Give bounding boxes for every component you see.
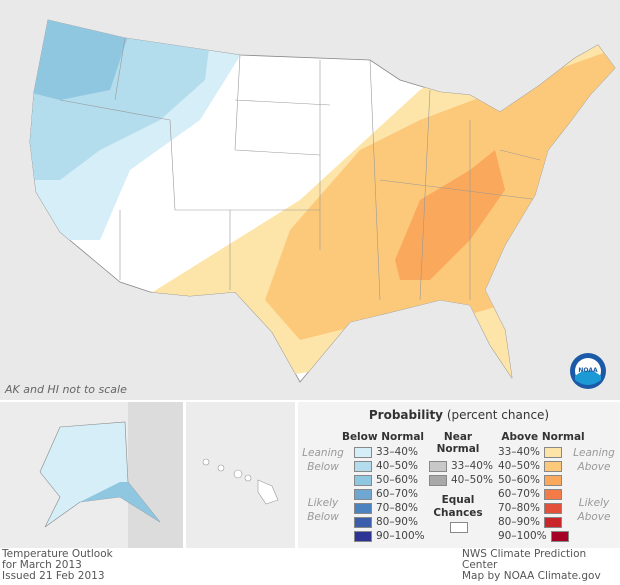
- below-legend-item: 70–80%: [354, 502, 418, 514]
- above-legend-item: 60–70%: [498, 488, 562, 500]
- leaning-below-label: Leaning Below: [302, 447, 344, 473]
- credit-cpc: NWS Climate Prediction Center: [462, 548, 587, 571]
- range-label: 60–70%: [498, 488, 540, 500]
- equal-chances-swatch: [450, 522, 468, 533]
- color-swatch: [543, 516, 562, 528]
- noaa-logo: NOAA: [570, 353, 606, 389]
- color-swatch: [354, 530, 372, 542]
- range-label: 40–50%: [376, 460, 418, 472]
- above-legend-item: 33–40%: [498, 446, 562, 458]
- range-label: 40–50%: [498, 460, 540, 472]
- leaning-above-label: Leaning Above: [573, 447, 615, 473]
- alaska-map: [39, 402, 183, 548]
- color-swatch: [354, 446, 372, 458]
- below-normal-header: Below Normal: [341, 431, 425, 443]
- conus-map-svg: NOAA: [29, 19, 616, 389]
- range-label: 80–90%: [376, 516, 418, 528]
- range-label: 33–40%: [376, 446, 418, 458]
- color-swatch: [543, 488, 562, 500]
- above-legend-item: 70–80%: [498, 502, 562, 514]
- legend: Probability (percent chance) Below Norma…: [298, 402, 620, 548]
- range-label: 60–70%: [376, 488, 418, 500]
- color-swatch: [543, 446, 562, 458]
- scale-note: AK and HI not to scale: [5, 383, 127, 396]
- svg-text:NOAA: NOAA: [578, 367, 598, 374]
- range-label: 33–40%: [451, 460, 493, 472]
- range-label: 90–100%: [498, 530, 547, 542]
- range-label: 70–80%: [376, 502, 418, 514]
- hawaii-inset: [186, 402, 295, 548]
- range-label: 70–80%: [498, 502, 540, 514]
- below-legend-item: 80–90%: [354, 516, 418, 528]
- credit-climate-gov: Map by NOAA Climate.gov: [462, 570, 601, 582]
- near-legend-item: 33–40%: [429, 460, 493, 472]
- range-label: 50–60%: [498, 474, 540, 486]
- above-legend-item: 90–100%: [498, 530, 569, 542]
- color-swatch: [543, 460, 562, 472]
- equal-chances-label: Equal Chances: [433, 494, 483, 519]
- hawaii-map: [202, 458, 279, 505]
- color-swatch: [429, 474, 447, 486]
- color-swatch: [543, 474, 562, 486]
- footer-left: Temperature Outlook for March 2013 Issue…: [2, 549, 113, 582]
- alaska-inset: [0, 402, 183, 548]
- near-normal-header: Near Normal: [436, 431, 480, 455]
- range-label: 33–40%: [498, 446, 540, 458]
- below-legend-item: 90–100%: [354, 530, 425, 542]
- range-label: 50–60%: [376, 474, 418, 486]
- color-swatch: [354, 460, 372, 472]
- below-legend-item: 60–70%: [354, 488, 418, 500]
- below-legend-item: 50–60%: [354, 474, 418, 486]
- color-swatch: [354, 502, 372, 514]
- color-swatch: [354, 488, 372, 500]
- likely-above-label: Likely Above: [577, 497, 611, 523]
- color-swatch: [354, 516, 372, 528]
- issue-date: Issued 21 Feb 2013: [2, 570, 105, 582]
- legend-title: Probability (percent chance): [368, 408, 550, 422]
- outlook-period: for March 2013: [2, 559, 82, 571]
- conus-map: NOAA AK and HI not to scale: [0, 0, 620, 400]
- below-legend-item: 40–50%: [354, 460, 418, 472]
- near-legend-item: 40–50%: [429, 474, 493, 486]
- color-swatch: [543, 502, 562, 514]
- color-swatch: [550, 530, 569, 542]
- color-swatch: [429, 460, 447, 472]
- below-legend-item: 33–40%: [354, 446, 418, 458]
- state-borders: [59, 37, 541, 301]
- range-label: 40–50%: [451, 474, 493, 486]
- range-label: 90–100%: [376, 530, 425, 542]
- above-legend-item: 40–50%: [498, 460, 562, 472]
- above-legend-item: 80–90%: [498, 516, 562, 528]
- range-label: 80–90%: [498, 516, 540, 528]
- footer-right: NWS Climate Prediction Center Map by NOA…: [462, 549, 620, 582]
- outlook-title: Temperature Outlook: [2, 548, 113, 560]
- above-legend-item: 50–60%: [498, 474, 562, 486]
- color-swatch: [354, 474, 372, 486]
- likely-below-label: Likely Below: [307, 497, 339, 523]
- above-normal-header: Above Normal: [501, 431, 585, 443]
